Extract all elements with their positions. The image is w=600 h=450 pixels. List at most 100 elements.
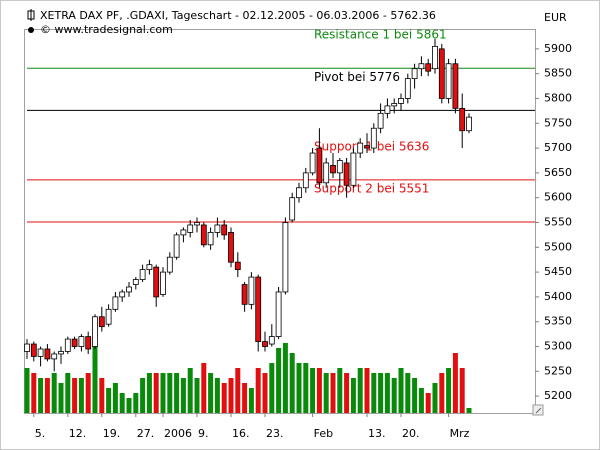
candle-body	[228, 232, 234, 263]
volume-bar	[255, 368, 261, 413]
volume-bar	[126, 398, 132, 413]
volume-bar	[31, 373, 37, 413]
candle-body	[146, 264, 153, 271]
candle-body	[71, 338, 78, 347]
volume-bar	[146, 373, 152, 413]
candle-body	[309, 152, 316, 174]
candle-body	[166, 256, 173, 273]
candle-body	[398, 98, 404, 104]
x-tick-label: 13.	[368, 427, 386, 440]
x-tick-label: 23.	[266, 427, 284, 440]
x-tick-label: 16.	[232, 427, 250, 440]
volume-bar	[248, 388, 254, 413]
y-tick-label: 5200	[544, 389, 572, 402]
header-icon	[27, 9, 35, 21]
volume-bar	[235, 368, 241, 413]
candle-body	[330, 165, 336, 174]
candle-body	[384, 105, 391, 114]
x-tick-label: Mrz	[450, 427, 470, 440]
volume-bar	[446, 368, 452, 413]
y-tick-label: 5600	[544, 191, 572, 204]
candle-body	[105, 308, 112, 325]
level-label: Pivot bei 5776	[314, 70, 400, 84]
volume-bar	[269, 363, 275, 413]
volume-bar	[160, 373, 166, 413]
volume-bar	[242, 383, 248, 413]
volume-bar	[350, 378, 356, 413]
x-tick-label: 19.	[103, 427, 121, 440]
y-tick-label: 5500	[544, 240, 572, 253]
candle-body	[418, 63, 425, 70]
candle-body	[85, 336, 92, 350]
candle-body	[343, 162, 350, 186]
candle-body	[357, 142, 364, 154]
volume-bar	[282, 343, 288, 413]
subtitle-bullet	[28, 27, 34, 33]
volume-bar	[38, 378, 44, 413]
volume-bar	[99, 378, 105, 413]
candle-body	[296, 187, 302, 199]
volume-bar	[72, 378, 78, 413]
volume-bar	[140, 378, 146, 413]
x-tick-label: 12.	[69, 427, 87, 440]
volume-bar	[201, 363, 207, 413]
volume-bar	[65, 373, 71, 413]
candle-body	[268, 336, 275, 345]
candle-body	[404, 78, 411, 99]
candle-body	[275, 291, 282, 337]
candle-body	[200, 224, 207, 246]
volume-bar	[384, 373, 390, 413]
candle-body	[173, 234, 180, 258]
volume-bar	[391, 378, 397, 413]
volume-bar	[78, 378, 84, 413]
candle-body	[51, 353, 58, 360]
candle-body	[132, 279, 139, 285]
candle-body	[255, 276, 262, 342]
candle-body	[411, 68, 418, 80]
candle-body	[391, 103, 398, 107]
x-tick-label: 27.	[137, 427, 155, 440]
candle-body	[248, 276, 255, 305]
volume-bar	[214, 378, 220, 413]
x-tick-label: 2006	[164, 427, 192, 440]
candle-body	[241, 284, 248, 305]
volume-bar	[371, 373, 377, 413]
volume-bar	[167, 373, 173, 413]
volume-bar	[153, 373, 159, 413]
x-tick-label: 5.	[35, 427, 46, 440]
candle-body	[58, 351, 64, 355]
y-tick-label: 5550	[544, 215, 572, 228]
candle-body	[64, 338, 71, 352]
candle-body	[350, 152, 357, 186]
candle-body	[234, 261, 241, 271]
candle-body	[160, 271, 166, 295]
y-tick-label: 5650	[544, 166, 572, 179]
volume-bar	[398, 368, 404, 413]
volume-bar	[459, 368, 465, 413]
candle-body	[316, 147, 323, 184]
volume-bar	[452, 353, 458, 413]
y-tick-label: 5250	[544, 364, 572, 377]
volume-bar	[425, 393, 431, 413]
volume-bar	[289, 353, 295, 413]
candle-body	[459, 107, 466, 132]
candle-body	[377, 112, 384, 129]
candle-body	[44, 348, 51, 360]
volume-bar	[85, 373, 91, 413]
candle-body	[126, 286, 132, 293]
candle-body	[445, 63, 452, 99]
candle-body	[425, 63, 432, 72]
candle-body	[24, 343, 30, 352]
volume-bar	[405, 373, 411, 413]
candle-body	[194, 222, 200, 226]
x-tick-label: 9.	[198, 427, 209, 440]
candle-body	[119, 291, 126, 298]
candle-body	[370, 127, 377, 149]
volume-bar	[24, 368, 30, 413]
resize-grip	[532, 404, 544, 416]
candle-body	[112, 296, 119, 310]
y-axis-label: EUR	[544, 11, 567, 24]
volume-bar	[310, 368, 316, 413]
candle-body	[364, 145, 370, 149]
